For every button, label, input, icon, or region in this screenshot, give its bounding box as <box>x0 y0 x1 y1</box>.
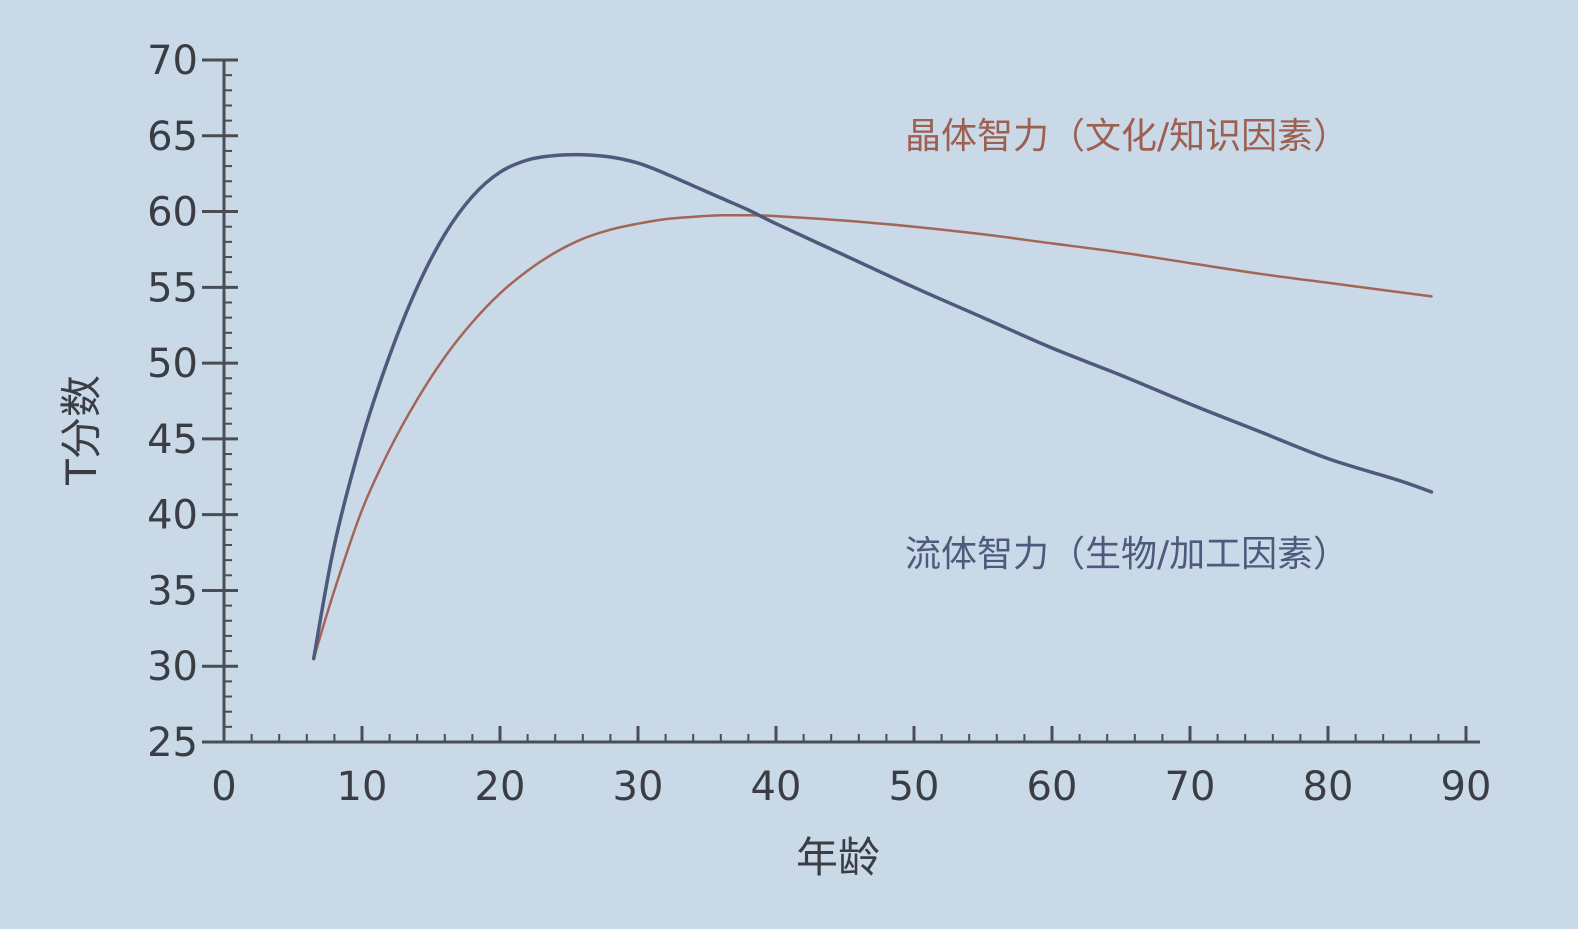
y-tick-label: 45 <box>147 417 198 463</box>
y-tick-label: 65 <box>147 114 198 160</box>
x-tick-label: 70 <box>1165 764 1216 810</box>
y-tick-label: 60 <box>147 190 198 236</box>
fluid-series-label: 流体智力（生物/加工因素） <box>905 534 1349 575</box>
y-axis-title: T分数 <box>57 375 106 486</box>
y-tick-label: 25 <box>147 720 198 766</box>
series-layer <box>311 152 1434 661</box>
fluid-intelligence-line <box>311 152 1434 661</box>
y-tick-label: 55 <box>147 265 198 311</box>
crystallized-series-label: 晶体智力（文化/知识因素） <box>905 116 1349 157</box>
x-tick-label: 80 <box>1303 764 1354 810</box>
crystallized-intelligence-line <box>312 213 1433 660</box>
x-tick-label: 30 <box>613 764 664 810</box>
x-axis-title: 年龄 <box>796 833 880 882</box>
axes-layer: 0 10 20 30 40 50 60 70 80 90 25 30 35 40 45 50 55 60 65 70 <box>147 38 1491 810</box>
x-tick-label: 0 <box>211 764 236 810</box>
x-tick-label: 90 <box>1441 764 1492 810</box>
x-tick-label: 20 <box>475 764 526 810</box>
x-tick-label: 10 <box>337 764 388 810</box>
y-tick-label: 50 <box>147 341 198 387</box>
y-tick-label: 70 <box>147 38 198 84</box>
y-tick-label: 40 <box>147 493 198 539</box>
x-tick-label: 50 <box>889 764 940 810</box>
x-tick-label: 40 <box>751 764 802 810</box>
x-tick-label: 60 <box>1027 764 1078 810</box>
y-tick-label: 30 <box>147 644 198 690</box>
y-tick-label: 35 <box>147 568 198 614</box>
